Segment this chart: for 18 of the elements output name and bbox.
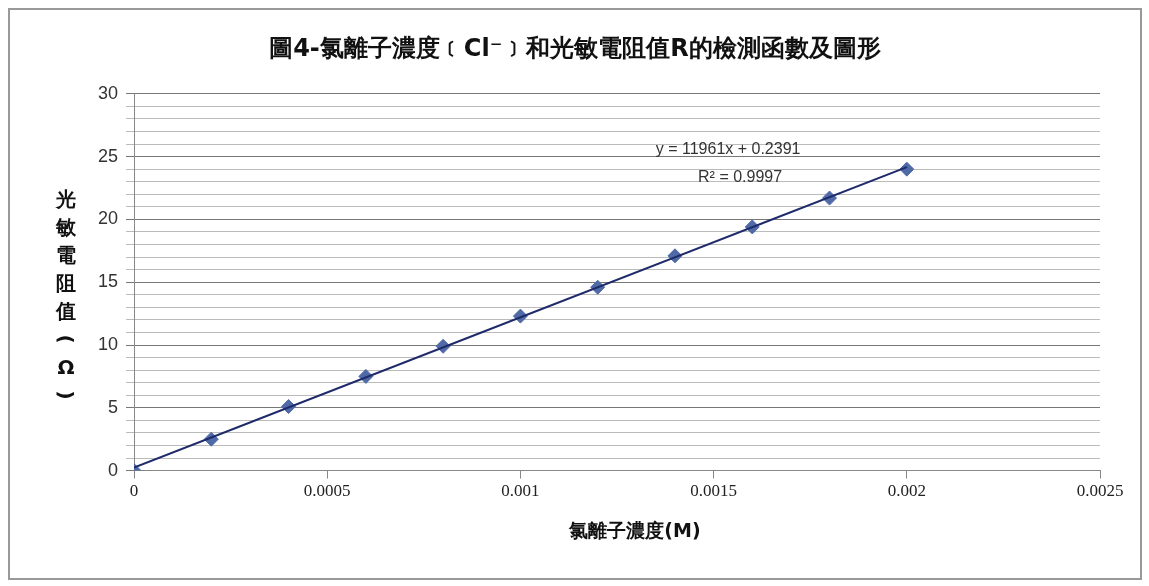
y-tick-label: 5 [108,396,119,417]
y-tick-label: 20 [97,208,119,229]
chart-title: 圖4-氯離子濃度﹝Cl⁻﹞和光敏電阻值R的檢測函數及圖形 [268,33,882,64]
x-tick-label: 0.0005 [303,481,351,501]
y-tick-label: 10 [97,333,119,354]
y-tick-label: 15 [97,271,119,292]
x-tick-label: 0.001 [501,481,540,501]
x-tick-label: 0.0025 [1076,481,1124,501]
y-tick-label: 0 [108,459,119,480]
x-tick-label: 0.0015 [690,481,737,501]
annotation: R² = 0.9997 [698,168,783,186]
y-tick-label: 25 [97,145,119,166]
x-tick-label: 0 [129,481,139,501]
x-tick-label: 0.002 [887,481,926,501]
y-axis-title: 光敏電阻值(Ω) [53,186,79,402]
y-tick-label: 30 [97,82,119,103]
annotation: y = 11961x + 0.2391 [655,140,801,158]
x-axis-title: 氯離子濃度(M) [568,518,702,543]
